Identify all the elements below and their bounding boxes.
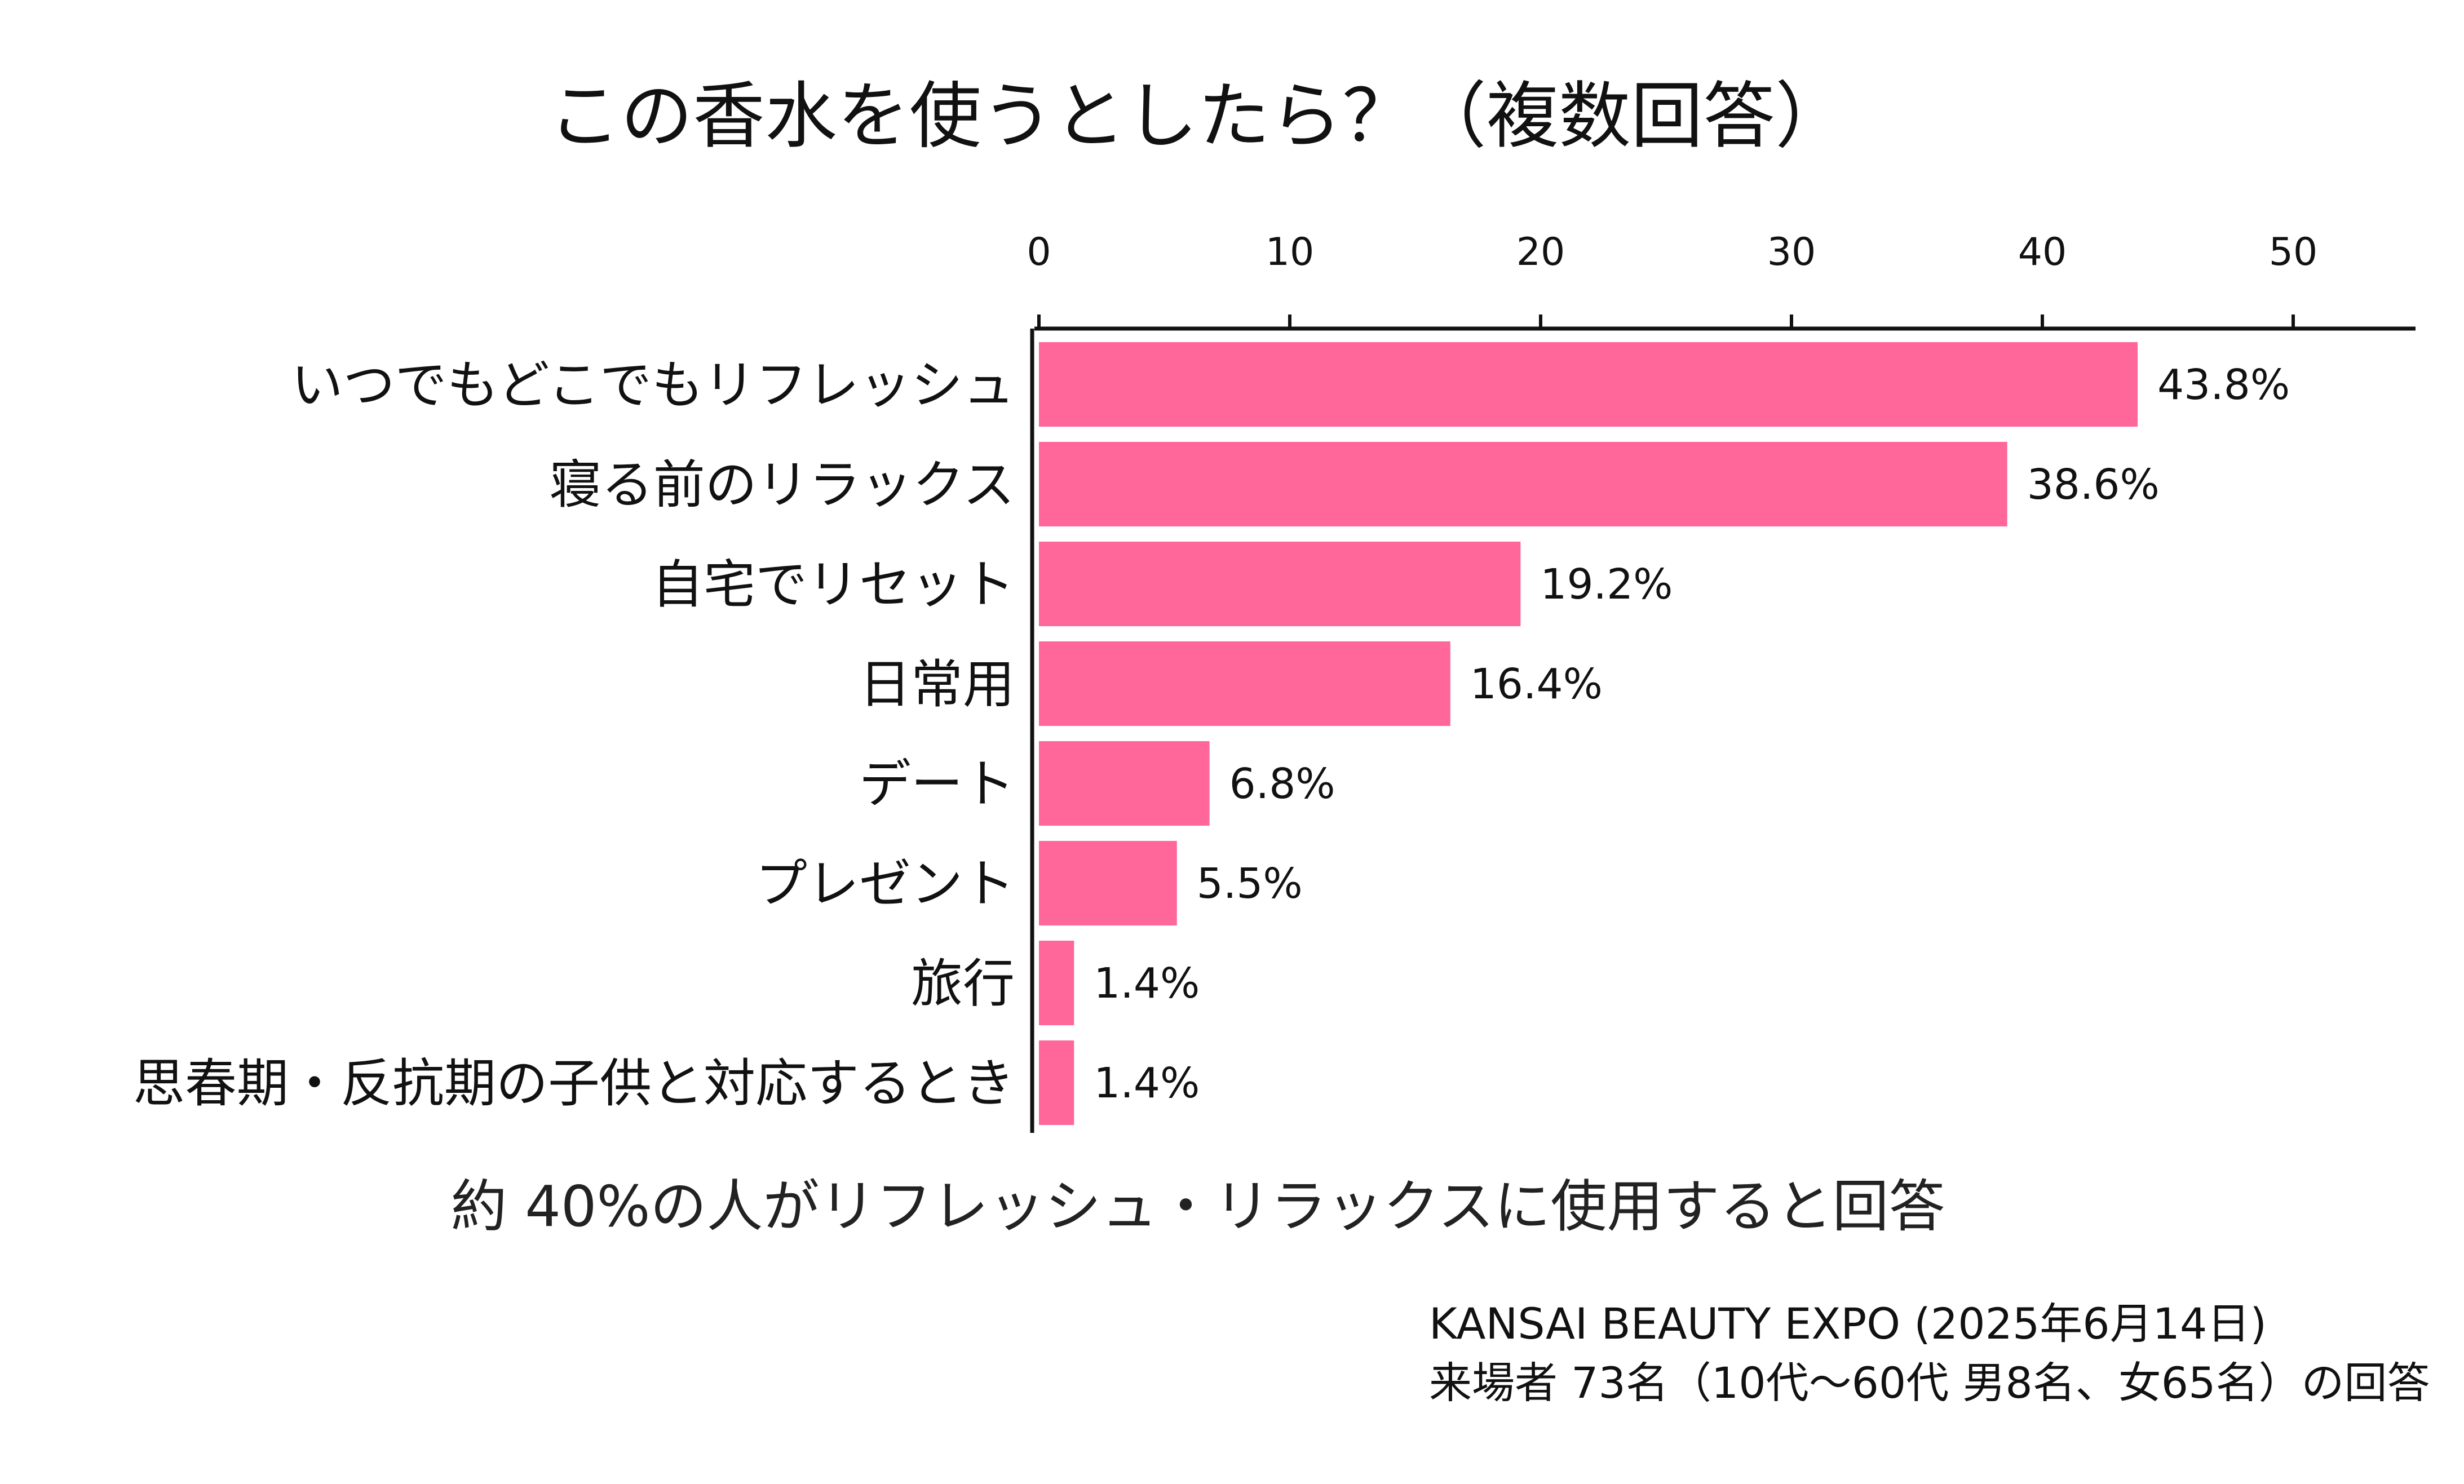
value-label: 43.8% — [2157, 361, 2290, 409]
source-line: 来場者 73名（10代〜60代 男8名、女65名）の回答 — [1429, 1358, 2430, 1408]
category-label: プレゼント — [755, 854, 1015, 914]
bar — [1039, 941, 1074, 1025]
bars: いつでもどこでもリフレッシュ 43.8% 寝る前のリラックス 38.6% 自宅でリセット… — [133, 342, 2290, 1125]
x-tick-label: 50 — [2269, 230, 2318, 274]
bar — [1039, 641, 1450, 726]
chart-title: この香水を使うとしたら？（複数回答） — [548, 74, 1847, 158]
x-tick-label: 40 — [2018, 230, 2067, 274]
x-tick-label: 0 — [1027, 230, 1051, 274]
x-tick-label: 30 — [1767, 230, 1816, 274]
category-label: いつでもどこでもリフレッシュ — [291, 355, 1015, 415]
category-label: 日常用 — [859, 654, 1015, 715]
source-line: KANSAI BEAUTY EXPO (2025年6月14日) — [1429, 1299, 2267, 1349]
bar — [1039, 542, 1521, 626]
value-label: 6.8% — [1229, 760, 1335, 808]
bar — [1039, 442, 2007, 526]
value-label: 38.6% — [2027, 460, 2160, 509]
category-label: 自宅でリセット — [652, 555, 1015, 615]
x-tick-label: 20 — [1516, 230, 1565, 274]
x-axis: 0 10 20 30 40 50 — [1027, 230, 2416, 1133]
chart-summary: 約 40%の人がリフレッシュ・リラックスに使用すると回答 — [450, 1173, 1945, 1239]
bar — [1039, 342, 2138, 427]
value-label: 1.4% — [1094, 1059, 1200, 1108]
bar — [1039, 741, 1210, 826]
bar — [1039, 1040, 1074, 1125]
value-label: 16.4% — [1470, 660, 1603, 708]
value-label: 19.2% — [1540, 560, 1673, 609]
category-label: デート — [859, 754, 1015, 814]
category-label: 旅行 — [911, 954, 1015, 1014]
category-label: 寝る前のリラックス — [550, 455, 1015, 515]
value-label: 1.4% — [1094, 959, 1200, 1008]
bar — [1039, 841, 1177, 925]
value-label: 5.5% — [1197, 860, 1303, 908]
category-label: 思春期・反抗期の子供と対応するとき — [133, 1053, 1015, 1114]
x-tick-label: 10 — [1266, 230, 1315, 274]
